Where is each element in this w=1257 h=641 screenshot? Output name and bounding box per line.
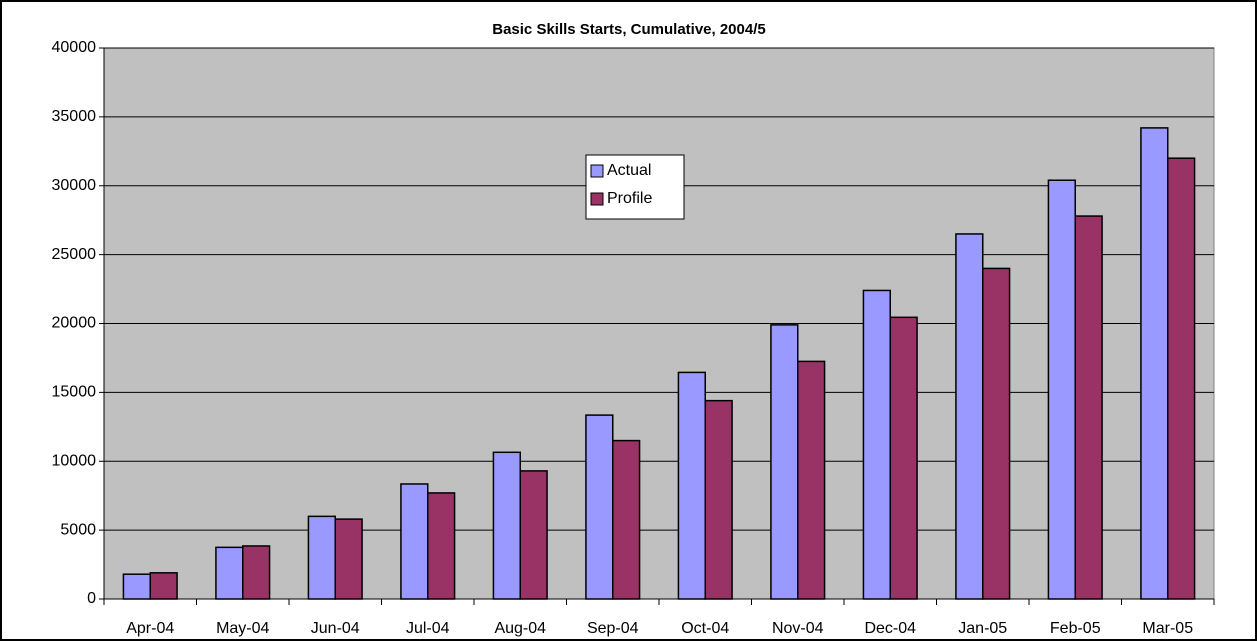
bar bbox=[612, 439, 641, 600]
bar bbox=[307, 515, 336, 600]
bar bbox=[1074, 215, 1103, 600]
x-tick-label: Jul-04 bbox=[406, 620, 450, 637]
bar bbox=[334, 518, 363, 600]
x-tick-label: Aug-04 bbox=[494, 620, 546, 637]
y-tick-label: 25000 bbox=[52, 246, 97, 263]
y-tick-label: 35000 bbox=[52, 108, 97, 125]
bar bbox=[704, 399, 733, 600]
bar bbox=[519, 470, 548, 600]
bar bbox=[242, 545, 271, 600]
x-tick-label: Sep-04 bbox=[587, 620, 639, 637]
y-tick-label: 15000 bbox=[52, 384, 97, 401]
bar bbox=[1140, 127, 1169, 600]
bar bbox=[955, 233, 984, 600]
bar bbox=[889, 316, 918, 600]
x-tick-label: Feb-05 bbox=[1050, 620, 1101, 637]
legend-label: Actual bbox=[607, 162, 651, 179]
bar bbox=[492, 451, 521, 600]
chart-title: Basic Skills Starts, Cumulative, 2004/5 bbox=[492, 21, 765, 38]
bar bbox=[982, 267, 1011, 600]
x-tick-label: May-04 bbox=[216, 620, 269, 637]
y-tick-label: 40000 bbox=[52, 39, 97, 56]
bar bbox=[427, 492, 456, 600]
bar bbox=[1167, 157, 1196, 600]
x-tick-label: Oct-04 bbox=[681, 620, 729, 637]
y-tick-label: 20000 bbox=[52, 315, 97, 332]
x-tick-label: Dec-04 bbox=[864, 620, 916, 637]
legend-swatch bbox=[590, 164, 604, 178]
bar bbox=[149, 572, 178, 600]
y-tick-label: 10000 bbox=[52, 452, 97, 469]
x-tick-label: Jun-04 bbox=[311, 620, 360, 637]
x-tick-label: Apr-04 bbox=[126, 620, 174, 637]
x-tick-label: Nov-04 bbox=[772, 620, 824, 637]
y-tick-label: 30000 bbox=[52, 177, 97, 194]
x-tick-label: Jan-05 bbox=[958, 620, 1007, 637]
bar bbox=[677, 371, 706, 600]
bar bbox=[1047, 179, 1077, 600]
legend-swatch bbox=[590, 192, 604, 206]
bar bbox=[400, 483, 429, 600]
y-tick-label: 5000 bbox=[60, 521, 96, 538]
y-tick-label: 0 bbox=[87, 590, 96, 607]
bar bbox=[122, 573, 152, 600]
bar bbox=[770, 324, 799, 600]
bar bbox=[215, 546, 244, 600]
x-tick-label: Mar-05 bbox=[1142, 620, 1193, 637]
bar bbox=[585, 414, 614, 600]
bar bbox=[862, 289, 891, 600]
bar bbox=[797, 360, 826, 600]
legend-label: Profile bbox=[607, 190, 652, 207]
